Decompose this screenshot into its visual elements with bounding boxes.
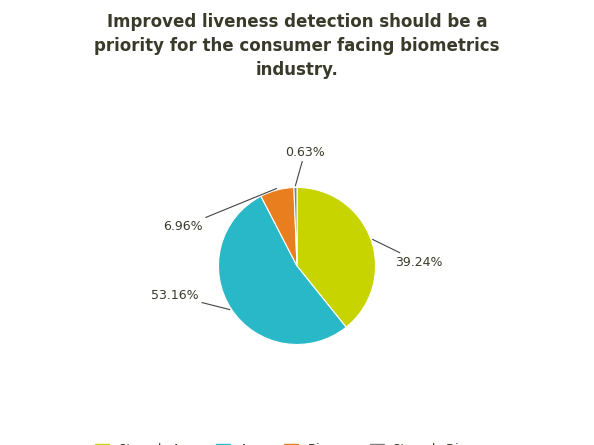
Legend: Strongly Agree, Agree, Disagree, Strongly Disagree: Strongly Agree, Agree, Disagree, Strongl… (90, 438, 504, 445)
Wedge shape (294, 187, 297, 266)
Wedge shape (297, 187, 375, 327)
Wedge shape (261, 187, 297, 266)
Text: 0.63%: 0.63% (285, 146, 325, 186)
Text: 53.16%: 53.16% (151, 289, 230, 310)
Text: 39.24%: 39.24% (372, 239, 443, 268)
Text: 6.96%: 6.96% (163, 189, 276, 233)
Text: Improved liveness detection should be a
priority for the consumer facing biometr: Improved liveness detection should be a … (94, 13, 500, 79)
Wedge shape (219, 196, 346, 344)
